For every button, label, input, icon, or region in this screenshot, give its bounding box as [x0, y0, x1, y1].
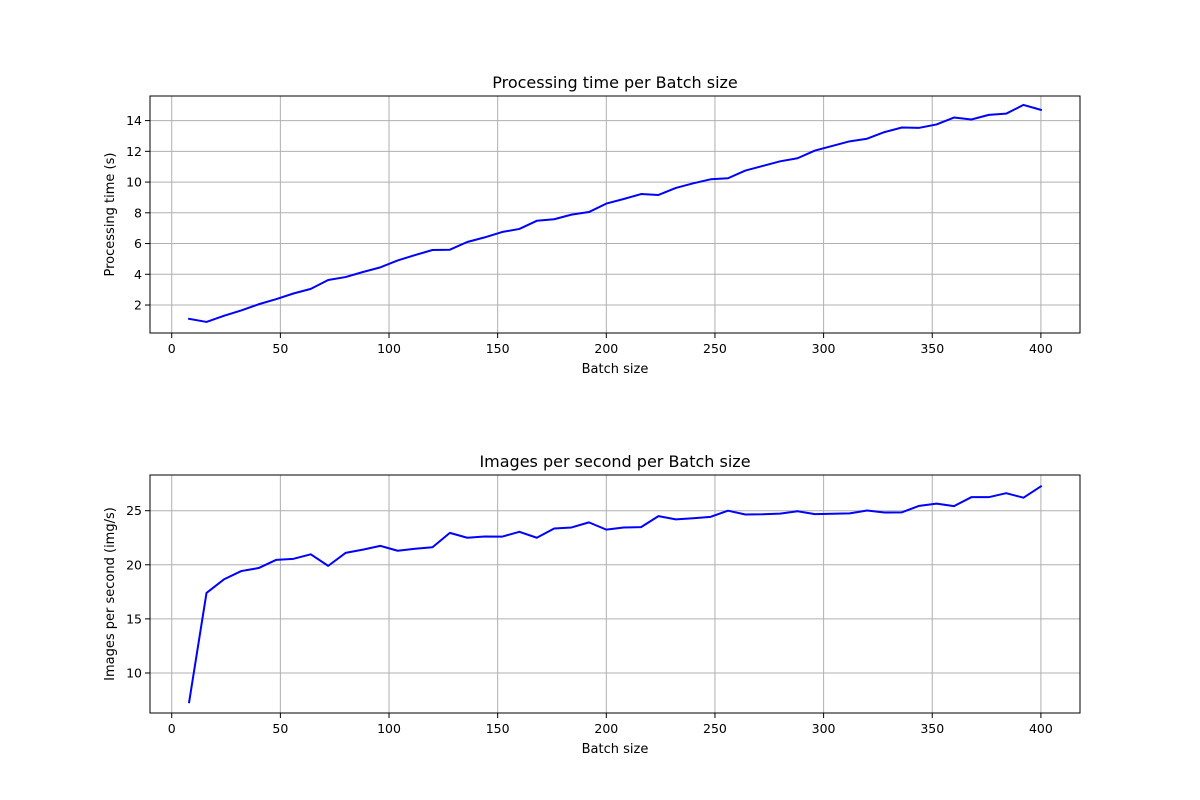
x-tick-label: 50: [272, 721, 288, 736]
x-tick-label: 200: [594, 341, 618, 356]
y-tick-label: 4: [134, 267, 142, 282]
x-tick-label: 50: [272, 341, 288, 356]
y-axis-label: Processing time (s): [103, 153, 118, 277]
x-tick-label: 400: [1029, 341, 1053, 356]
x-tick-label: 150: [486, 341, 510, 356]
y-tick-label: 10: [126, 665, 142, 680]
y-tick-label: 25: [126, 503, 142, 518]
x-tick-label: 300: [812, 341, 836, 356]
processing-time-line: [187, 103, 1043, 323]
y-axis-label: Images per second (img/s): [103, 507, 118, 681]
ticks: 0 50 100 150 200 250 300 350 400 2 4 6 8 10 12 14: [126, 113, 1053, 356]
x-tick-label: 100: [377, 341, 401, 356]
x-tick-label: 150: [486, 721, 510, 736]
images-per-second-line: [187, 484, 1043, 704]
x-tick-label: 0: [168, 721, 176, 736]
plot-frame: [149, 95, 1081, 334]
y-tick-label: 2: [134, 298, 142, 313]
x-tick-label: 350: [920, 721, 944, 736]
x-tick-label: 250: [703, 721, 727, 736]
y-tick-label: 15: [126, 611, 142, 626]
x-tick-label: 300: [812, 721, 836, 736]
grid: [150, 475, 1080, 713]
y-tick-label: 14: [126, 113, 142, 128]
x-axis-label: Batch size: [582, 362, 649, 377]
x-axis-label: Batch size: [582, 742, 649, 757]
processing-time-chart: 0 50 100 150 200 250 300 350 400 2 4 6 8 10 12 14 Proce…: [103, 73, 1081, 377]
x-tick-label: 350: [920, 341, 944, 356]
y-tick-label: 20: [126, 557, 142, 572]
x-tick-label: 400: [1029, 721, 1053, 736]
plot-frame: [149, 474, 1081, 714]
y-tick-label: 8: [134, 205, 142, 220]
x-tick-label: 100: [377, 721, 401, 736]
x-tick-label: 250: [703, 341, 727, 356]
y-tick-label: 10: [126, 175, 142, 190]
ticks: 0 50 100 150 200 250 300 350 400 10 15 20 25: [126, 503, 1053, 736]
y-tick-label: 6: [134, 236, 142, 251]
chart-title: Images per second per Batch size: [479, 452, 750, 471]
images-per-second-chart: 0 50 100 150 200 250 300 350 400 10 15 20 25 Images …: [103, 452, 1081, 757]
y-tick-label: 12: [126, 144, 142, 159]
grid: [150, 96, 1080, 333]
x-tick-label: 200: [594, 721, 618, 736]
x-tick-label: 0: [168, 341, 176, 356]
chart-title: Processing time per Batch size: [492, 73, 738, 92]
